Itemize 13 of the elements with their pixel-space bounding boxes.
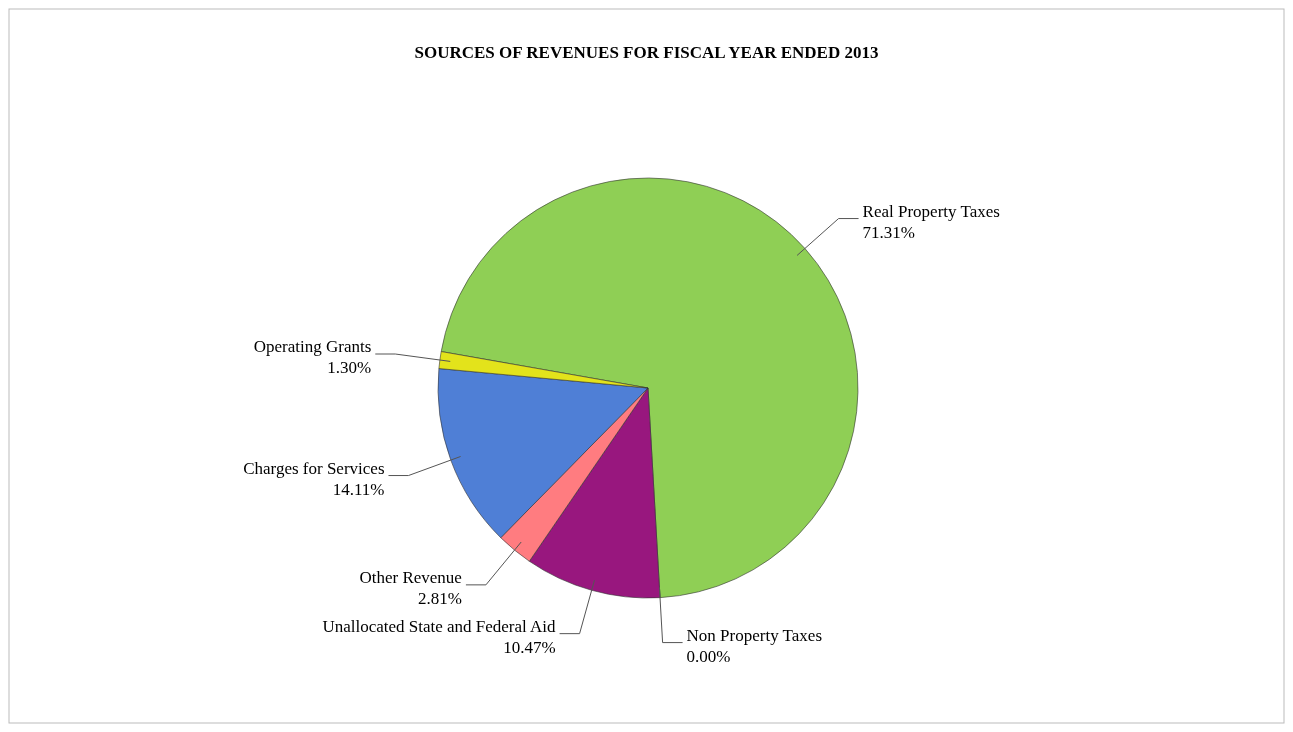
category-label: Non Property Taxes: [686, 625, 823, 645]
data-label: 1.30%: [327, 358, 372, 378]
data-label: 10.47%: [503, 637, 556, 657]
slice-label: Charges for Services: [243, 458, 385, 478]
data-label: 14.11%: [332, 479, 385, 499]
slice-label: Other Revenue: [359, 567, 462, 587]
data-label: 2.81%: [417, 588, 462, 608]
slice-label: Operating Grants: [253, 337, 372, 357]
slice-label: Unallocated State and Federal Aid: [322, 616, 557, 636]
slice-label: Real Property Taxes: [862, 201, 1000, 221]
data-label: 71.31%: [862, 222, 915, 242]
chart-title: SOURCES OF REVENUES FOR FISCAL YEAR ENDED 2013: [414, 43, 879, 62]
text: 0.00%: [686, 646, 731, 666]
